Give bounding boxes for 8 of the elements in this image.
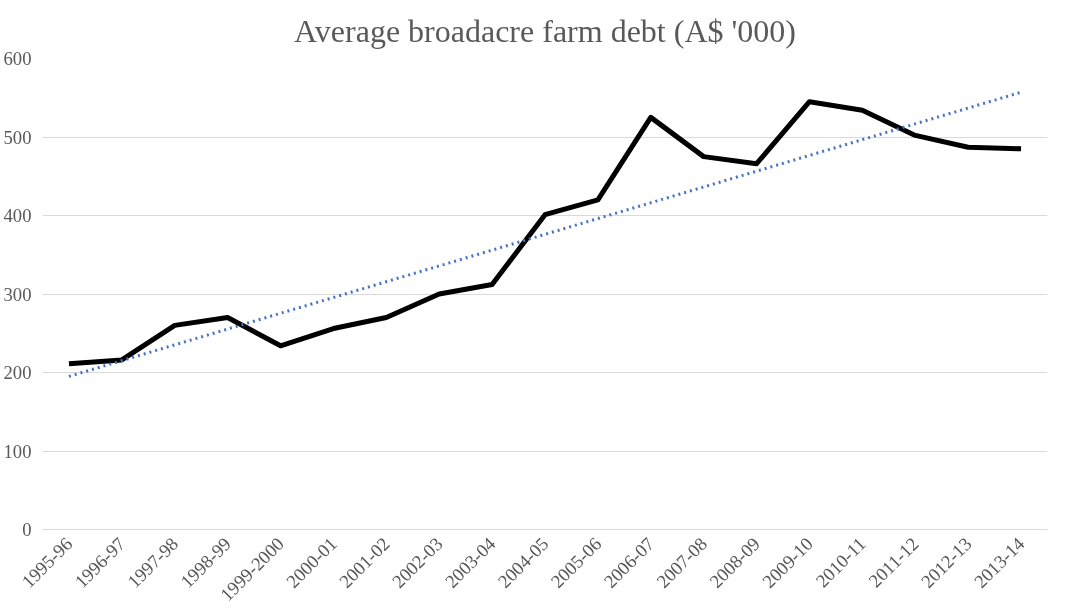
chart-title: Average broadacre farm debt (A$ '000) [294,12,796,49]
y-tick-label: 500 [3,126,32,148]
y-tick-label: 400 [3,205,32,226]
y-tick-label: 600 [3,48,32,69]
y-tick-label: 300 [3,283,32,305]
y-tick-label: 100 [3,440,32,462]
y-tick-label: 200 [3,362,32,383]
y-tick-label: 0 [22,519,32,540]
